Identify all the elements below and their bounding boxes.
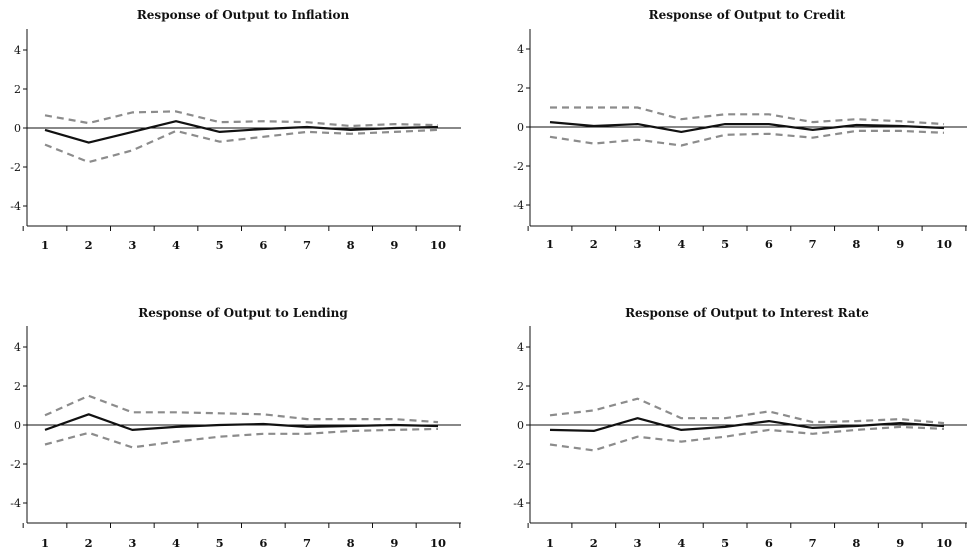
- chart-title: Response of Output to Lending: [138, 306, 348, 320]
- y-tick-label: 4: [517, 43, 524, 56]
- chart-title: Response of Output to Credit: [649, 8, 846, 22]
- chart-title: Response of Output to Inflation: [137, 8, 350, 22]
- irf-panel-1: Response of Output to Inflation 4 2 0 -2 -4 1 2…: [10, 8, 461, 252]
- x-tick-label: 2: [85, 536, 93, 550]
- y-tick-label: 0: [14, 122, 21, 135]
- x-tick-label: 4: [677, 237, 685, 251]
- y-tick-label: 4: [14, 341, 21, 354]
- y-tick-label: -4: [513, 199, 524, 212]
- x-tick-label: 4: [677, 536, 685, 550]
- x-tick-label: 2: [85, 238, 93, 252]
- lower-band-line: [549, 129, 945, 147]
- x-tick-label: 5: [216, 238, 224, 252]
- x-tick-label: 6: [765, 237, 773, 251]
- x-tick-label: 10: [936, 237, 952, 251]
- x-tick-label: 1: [546, 237, 554, 251]
- irf-panel-4: Response of Output to Interest Rate 4 2 0 -2…: [513, 306, 967, 550]
- lower-band-line: [44, 128, 439, 164]
- y-tick-label: -2: [10, 161, 21, 174]
- x-tick-label: 10: [430, 536, 446, 550]
- x-tick-label: 8: [852, 237, 860, 251]
- upper-band-line: [44, 394, 439, 424]
- x-tick-label: 9: [896, 536, 904, 550]
- y-tick-label: -2: [513, 458, 524, 471]
- y-tick-label: 2: [14, 83, 21, 96]
- x-tick-label: 10: [936, 536, 952, 550]
- x-tick-label: 3: [634, 536, 642, 550]
- irf-panel-2: Response of Output to Credit 4 2 0 -2 -4 1 2 3 4 5…: [513, 8, 967, 251]
- x-tick-label: 7: [303, 536, 311, 550]
- upper-band-line: [550, 106, 945, 126]
- x-tick-label: 1: [41, 238, 49, 252]
- x-tick-label: 7: [809, 237, 817, 251]
- y-tick-label: 4: [14, 44, 21, 57]
- response-line: [44, 413, 439, 431]
- x-tick-label: 8: [852, 536, 860, 550]
- x-tick-label: 10: [430, 238, 446, 252]
- x-tick-label: 5: [216, 536, 224, 550]
- lower-band-line: [549, 425, 945, 452]
- upper-band-line: [549, 397, 945, 425]
- y-tick-label: 2: [517, 82, 524, 95]
- response-line: [44, 120, 439, 144]
- irf-panel-3: Response of Output to Lending 4 2 0 -2 -4 1 2 3 4…: [10, 306, 461, 550]
- response-line: [549, 417, 945, 432]
- y-tick-label: -4: [10, 200, 21, 213]
- x-tick-label: 3: [634, 237, 642, 251]
- x-tick-label: 5: [721, 237, 729, 251]
- y-tick-label: -2: [10, 458, 21, 471]
- x-tick-label: 9: [896, 237, 904, 251]
- x-tick-label: 9: [390, 238, 398, 252]
- x-tick-label: 4: [172, 238, 180, 252]
- x-tick-label: 9: [390, 536, 398, 550]
- y-tick-label: 0: [517, 121, 524, 134]
- x-tick-label: 3: [128, 238, 136, 252]
- x-tick-label: 2: [590, 237, 598, 251]
- lower-band-line: [44, 427, 439, 449]
- x-tick-label: 5: [721, 536, 729, 550]
- chart-title: Response of Output to Interest Rate: [625, 306, 869, 320]
- x-tick-label: 6: [765, 536, 773, 550]
- x-tick-label: 7: [303, 238, 311, 252]
- x-tick-label: 8: [347, 238, 355, 252]
- response-line: [549, 121, 945, 133]
- x-tick-label: 2: [590, 536, 598, 550]
- x-tick-label: 1: [546, 536, 554, 550]
- x-tick-label: 1: [41, 536, 49, 550]
- x-tick-label: 4: [172, 536, 180, 550]
- y-tick-label: -4: [513, 497, 524, 510]
- y-tick-label: -2: [513, 160, 524, 173]
- y-tick-label: 4: [517, 341, 524, 354]
- x-tick-label: 7: [809, 536, 817, 550]
- y-tick-label: 0: [14, 419, 21, 432]
- y-tick-label: 2: [14, 380, 21, 393]
- x-tick-label: 6: [259, 536, 267, 550]
- upper-band-line: [44, 110, 439, 128]
- y-tick-label: 2: [517, 380, 524, 393]
- x-tick-label: 6: [259, 238, 267, 252]
- x-tick-label: 8: [347, 536, 355, 550]
- y-tick-label: -4: [10, 497, 21, 510]
- y-tick-label: 0: [517, 419, 524, 432]
- x-tick-label: 3: [128, 536, 136, 550]
